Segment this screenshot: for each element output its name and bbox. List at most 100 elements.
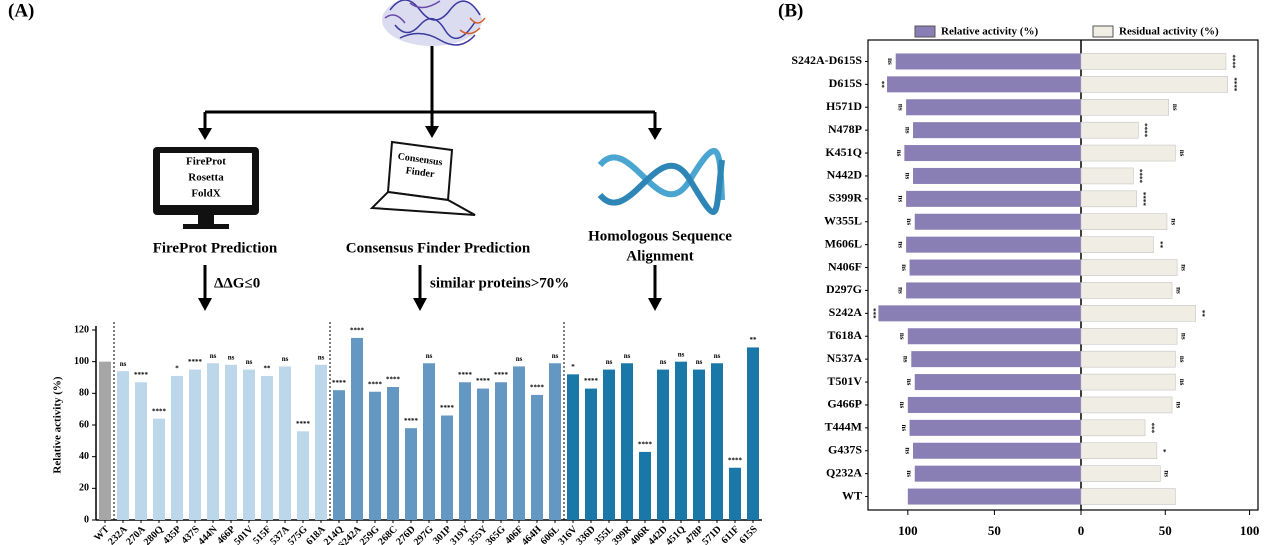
significance-label: **** [530,384,545,392]
significance-label: ns [903,447,911,454]
significance-label: **** [296,420,311,428]
x-tick-label: 611F [719,524,741,545]
significance-label: **** [386,376,401,384]
bar [914,374,1081,391]
significance-label: ns [903,127,911,134]
bar [906,282,1081,299]
category-label: N442D [827,168,863,182]
bar [913,167,1081,184]
y-tick-label: 0 [84,514,89,525]
significance-label: ns [714,352,721,360]
bar [914,465,1081,482]
significance-label: ns [210,352,217,360]
bar [315,364,327,520]
panel-label: (A) [8,0,34,21]
significance-label: **** [638,441,653,449]
category-label: T444M [825,420,862,434]
bar [914,213,1081,230]
bar [675,361,687,520]
significance-label: ns [606,358,613,366]
significance-label: ns [905,379,913,386]
bar [907,396,1081,413]
category-label: N406F [828,259,862,273]
significance-label: ns [895,150,903,157]
x-tick-label: 365G [484,524,508,545]
significance-label: ns [696,358,703,366]
category-label: WT [842,488,862,502]
bar [639,451,651,520]
significance-label: ns [516,355,523,363]
bar [747,347,759,520]
x-tick-label: 435P [161,524,184,545]
bar [423,363,435,520]
significance-label: **** [440,404,455,412]
significance-label: ** [1198,310,1206,318]
bar [1080,465,1161,482]
legend-label: Relative activity (%) [941,26,1038,38]
significance-label: ** [750,336,758,344]
significance-label: **** [188,358,203,366]
y-tick-label: 100 [74,356,89,367]
bar [1080,442,1158,459]
bar [441,415,453,520]
significance-label: * [1159,449,1167,453]
category-label: S242A-D615S [791,53,862,67]
significance-label: ns [898,402,906,409]
bar [887,76,1081,93]
significance-label: **** [1230,77,1238,92]
category-label: W355L [824,214,862,228]
bar [171,375,183,520]
significance-label: ns [624,352,631,360]
significance-label: ** [877,81,885,89]
significance-label: ns [1178,379,1186,386]
significance-label: **** [728,456,743,464]
significance-label: **** [1141,123,1149,138]
bar [297,431,309,520]
category-label: S399R [829,191,863,205]
method-label: Consensus Finder Prediction [346,240,531,256]
bar [1080,305,1196,322]
bar [711,363,723,520]
bar [603,369,615,520]
bar [189,369,201,520]
monitor-text: FoldX [191,188,220,200]
bar [907,488,1081,505]
significance-label: ns [903,173,911,180]
y-axis-label: Relative activity (%) [52,376,64,473]
monitor-icon [153,147,259,229]
significance-label: ns [1163,470,1171,477]
significance-label: **** [152,407,167,415]
x-tick-label: 615S [737,524,760,545]
significance-label: ** [1156,241,1164,249]
significance-label: ** [264,365,272,373]
significance-label: ns [660,358,667,366]
significance-label: ns [1169,218,1177,225]
bar [1080,53,1227,70]
significance-label: **** [404,417,419,425]
category-label: G466P [827,397,862,411]
bar [657,369,669,520]
bar [1080,373,1176,391]
significance-label: ns [900,425,908,432]
bar [207,363,219,520]
y-tick-label: 120 [74,324,89,335]
significance-label: **** [494,371,509,379]
x-tick-label: 280Q [142,524,166,545]
category-label: M606L [825,236,862,250]
criterion-label: similar proteins>70% [430,275,569,291]
method-label: FireProt Prediction [153,240,278,256]
x-tick-label: 100 [898,523,918,538]
x-tick-label: 50 [988,523,1001,538]
bar [1080,419,1146,437]
significance-label: ns [902,356,910,363]
bar [906,190,1081,207]
significance-label: ns [678,350,685,358]
significance-label: *** [1147,423,1155,434]
laptop-text: Finder [405,165,436,180]
category-label: T501V [827,374,862,388]
flow-lines [203,46,657,300]
significance-label: *** [869,308,877,319]
bar [459,382,471,520]
x-tick-label: 100 [1240,523,1260,538]
